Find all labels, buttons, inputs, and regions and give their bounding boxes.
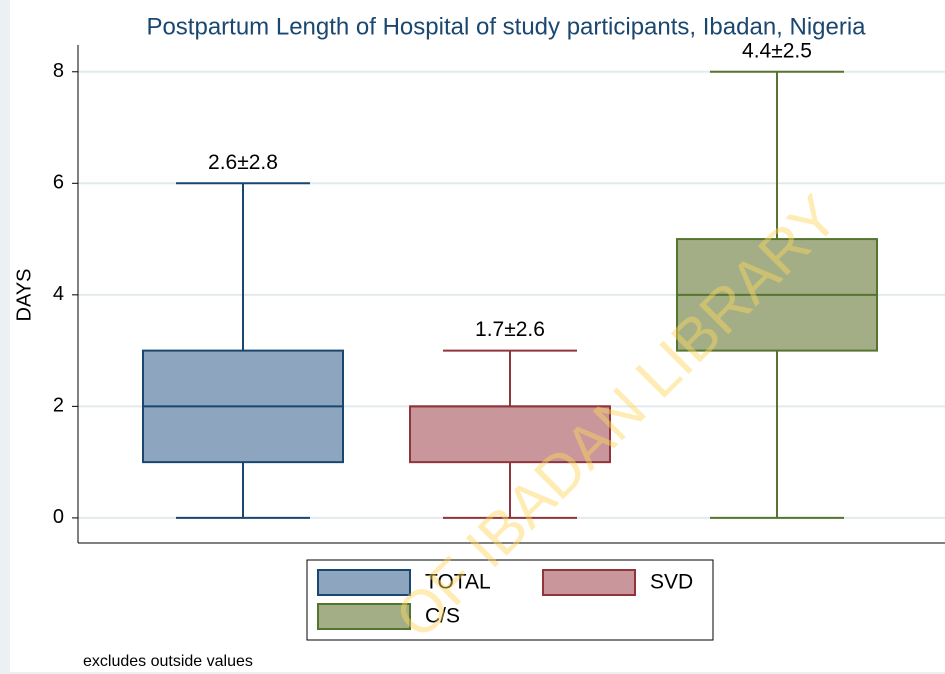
legend-swatch bbox=[317, 603, 411, 630]
y-tick-label: 4 bbox=[53, 283, 64, 305]
box-annotation: 4.4±2.5 bbox=[742, 39, 812, 62]
box bbox=[409, 405, 611, 464]
box-annotation: 2.6±2.8 bbox=[208, 151, 278, 174]
y-tick-label: 2 bbox=[53, 395, 64, 417]
chart-title: Postpartum Length of Hospital of study p… bbox=[146, 13, 866, 40]
y-tick-label: 0 bbox=[53, 506, 64, 528]
legend-label: C/S bbox=[425, 605, 460, 628]
plot-area: 0 2 4 6 8 2.6±2.8 1.7±2.6 4.4±2.5 TOTAL SVD C/S bbox=[53, 39, 945, 641]
legend-label: SVD bbox=[650, 571, 693, 594]
y-tick-label: 8 bbox=[53, 60, 64, 82]
y-axis-label: DAYS bbox=[13, 269, 35, 322]
y-tick-label: 6 bbox=[53, 172, 64, 194]
note: excludes outside values bbox=[83, 653, 253, 670]
box-annotation: 1.7±2.6 bbox=[475, 318, 545, 341]
legend-label: TOTAL bbox=[425, 571, 491, 594]
legend-swatch bbox=[542, 569, 636, 596]
legend-swatch bbox=[317, 569, 411, 596]
